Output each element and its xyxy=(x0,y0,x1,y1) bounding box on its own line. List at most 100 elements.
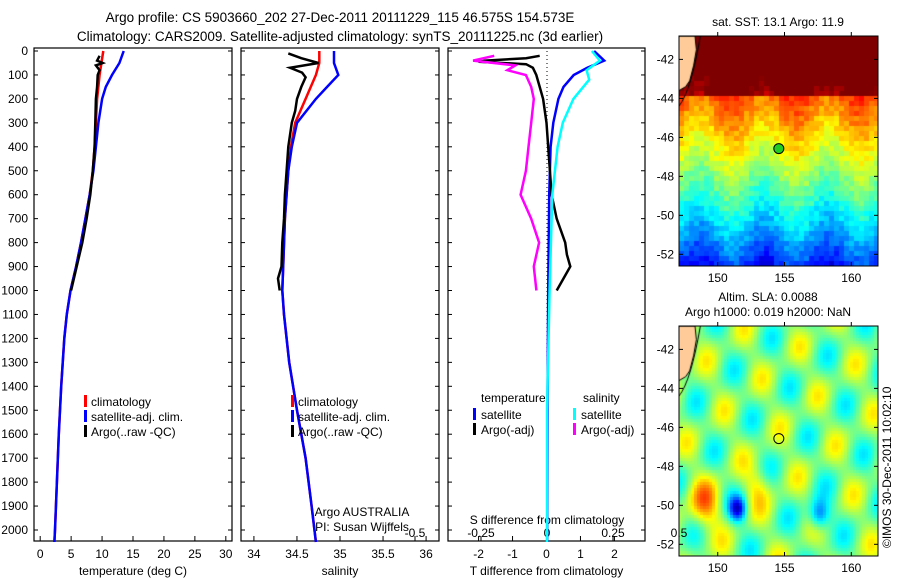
x-tick-label: 15 xyxy=(126,547,140,561)
y-tick-label: 1800 xyxy=(1,475,28,489)
salinity-profile-frame xyxy=(240,47,440,542)
x-axis-label: salinity xyxy=(322,564,359,578)
s-tick-label: -0.25 xyxy=(467,526,495,540)
map-y-tick-label: -52 xyxy=(657,537,675,551)
title-line-1: Argo profile: CS 5903660_202 27-Dec-2011… xyxy=(106,10,575,25)
legend-header-salinity: salinity xyxy=(583,391,620,405)
map-x-tick-label: 160 xyxy=(841,271,861,285)
legend-swatch xyxy=(573,408,576,420)
sla-map-image xyxy=(679,326,878,556)
y-tick-label: 700 xyxy=(8,212,28,226)
annotation-pi: PI: Susan Wijffels xyxy=(315,520,409,534)
legend-label: Argo(-adj) xyxy=(481,423,534,437)
legend-swatch xyxy=(473,408,476,420)
map-y-tick-label: -50 xyxy=(657,498,675,512)
x-tick-label: 2 xyxy=(611,547,618,561)
y-tick-label: 1000 xyxy=(1,284,28,298)
map-y-tick-label: -52 xyxy=(657,247,675,261)
x-tick-label: 36 xyxy=(419,547,433,561)
x-tick-label: -2 xyxy=(473,547,484,561)
x-tick-label: 35.5 xyxy=(371,547,395,561)
map-x-tick-label: 155 xyxy=(774,561,794,575)
map-x-tick-label: 160 xyxy=(841,561,861,575)
legend-label: Argo(..raw -QC) xyxy=(298,425,383,439)
legend-label: Argo(-adj) xyxy=(581,423,634,437)
sla-map-frame xyxy=(678,325,879,557)
x-axis-label: T difference from climatology xyxy=(470,564,624,578)
legend-swatch xyxy=(84,395,87,407)
y-tick-label: 1600 xyxy=(1,427,28,441)
float-position-marker xyxy=(773,143,785,155)
y-tick-label: 500 xyxy=(8,164,28,178)
y-tick-label: 300 xyxy=(8,116,28,130)
y-tick-label: 0 xyxy=(21,44,28,58)
map-y-tick-label: -50 xyxy=(657,208,675,222)
sst-map-title: sat. SST: 13.1 Argo: 11.9 xyxy=(712,15,844,29)
legend-label: satellite-adj. clim. xyxy=(91,410,183,424)
map-y-tick-label: -42 xyxy=(657,52,675,66)
legend-swatch xyxy=(573,423,576,435)
legend-swatch xyxy=(84,425,87,437)
series-climatology xyxy=(281,51,321,543)
x-tick-label: 0 xyxy=(37,547,44,561)
map-y-tick-label: -46 xyxy=(657,130,675,144)
y-tick-label: 1300 xyxy=(1,355,28,369)
y-tick-label: 200 xyxy=(8,92,28,106)
x-tick-label: 25 xyxy=(188,547,202,561)
y-tick-label: 800 xyxy=(8,236,28,250)
s-tick-label: -0.5 xyxy=(405,526,426,540)
legend-swatch xyxy=(473,423,476,435)
series-s-argo-adj- xyxy=(472,54,541,291)
map-x-tick-label: 150 xyxy=(708,271,728,285)
y-tick-label: 600 xyxy=(8,188,28,202)
y-tick-label: 1400 xyxy=(1,379,28,393)
y-tick-label: 100 xyxy=(8,68,28,82)
x-tick-label: 0 xyxy=(543,547,550,561)
legend-swatch xyxy=(291,395,294,407)
x-tick-label: 34 xyxy=(247,547,261,561)
x-tick-label: 34.5 xyxy=(285,547,309,561)
legend-swatch xyxy=(291,410,294,422)
y-tick-label: 400 xyxy=(8,140,28,154)
series-satellite-adj-clim- xyxy=(53,50,125,543)
x-axis-label: temperature (deg C) xyxy=(79,564,187,578)
copyright-label: ©IMOS 30-Dec-2011 10:02:10 xyxy=(880,386,894,548)
legend-label: climatology xyxy=(91,395,151,409)
series-argo xyxy=(276,52,319,291)
legend-label: satellite xyxy=(481,408,522,422)
s-tick-label: 0.25 xyxy=(601,526,625,540)
x-tick-label: 10 xyxy=(95,547,109,561)
annotation-institution: Argo AUSTRALIA xyxy=(315,505,410,519)
legend-swatch xyxy=(84,410,87,422)
y-tick-label: 1900 xyxy=(1,499,28,513)
y-tick-label: 1200 xyxy=(1,331,28,345)
legend-label: climatology xyxy=(298,395,358,409)
map-y-tick-label: -42 xyxy=(657,342,675,356)
sla-map-title: Altim. SLA: 0.0088 xyxy=(718,290,818,304)
map-y-tick-label: -48 xyxy=(657,169,675,183)
map-x-tick-label: 155 xyxy=(774,271,794,285)
y-tick-label: 900 xyxy=(8,260,28,274)
legend-label: satellite xyxy=(581,408,622,422)
legend-header-temperature: temperature xyxy=(481,391,546,405)
map-y-tick-label: -44 xyxy=(657,381,675,395)
x-tick-label: 20 xyxy=(157,547,171,561)
y-tick-label: 1100 xyxy=(2,307,28,321)
y-tick-label: 1700 xyxy=(1,451,28,465)
float-position-marker xyxy=(773,433,785,445)
map-y-tick-label: -48 xyxy=(657,459,675,473)
series-t-satellite xyxy=(545,50,607,543)
temperature-profile-frame xyxy=(33,47,233,542)
x-tick-label: 30 xyxy=(219,547,233,561)
map-y-tick-label: -46 xyxy=(657,420,675,434)
sst-map-frame xyxy=(678,35,879,267)
x-tick-label: 35 xyxy=(333,547,347,561)
map-y-tick-label: -44 xyxy=(657,91,675,105)
legend-swatch xyxy=(291,425,294,437)
title-line-2: Climatology: CARS2009. Satellite-adjuste… xyxy=(77,29,603,44)
x-tick-label: -1 xyxy=(507,547,518,561)
y-tick-label: 1500 xyxy=(1,403,28,417)
series-argo xyxy=(69,55,107,291)
